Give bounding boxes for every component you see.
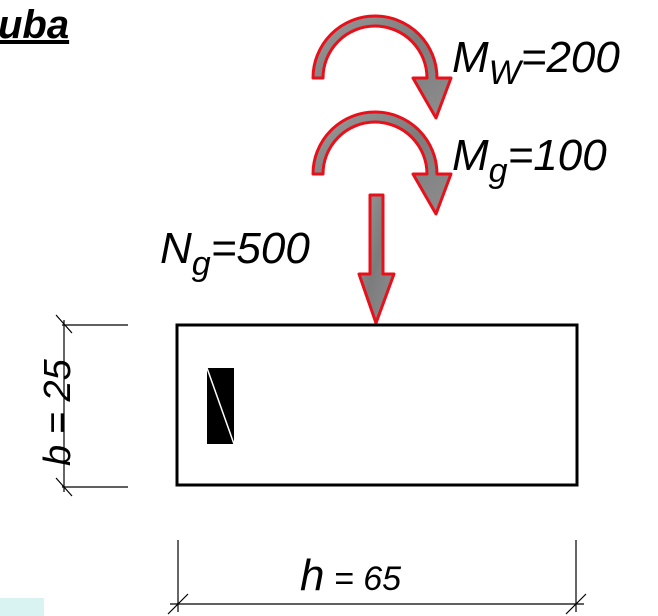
axial-force-label: Ng=500 bbox=[160, 224, 310, 283]
height-dimension bbox=[167, 540, 587, 615]
gravity-moment-arrow bbox=[311, 110, 453, 216]
cross-section bbox=[175, 323, 579, 487]
title-fragment: uba bbox=[0, 3, 69, 47]
wind-moment-label: MW=200 bbox=[452, 33, 620, 92]
wind-moment-arrow bbox=[311, 14, 453, 120]
rebar-symbol bbox=[206, 367, 235, 445]
gravity-moment-label: Mg=100 bbox=[452, 131, 607, 190]
accent-box bbox=[0, 598, 44, 616]
width-dimension-label: b = 25 bbox=[37, 358, 79, 466]
width-dimension bbox=[55, 314, 128, 497]
axial-force-arrow bbox=[357, 193, 396, 325]
height-dimension-label: h = 65 bbox=[300, 551, 401, 600]
